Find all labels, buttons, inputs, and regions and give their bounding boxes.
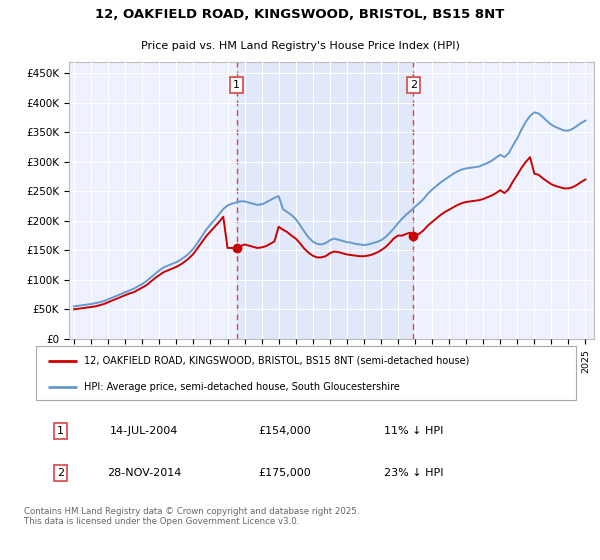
Text: Price paid vs. HM Land Registry's House Price Index (HPI): Price paid vs. HM Land Registry's House … bbox=[140, 41, 460, 51]
Text: £154,000: £154,000 bbox=[258, 426, 311, 436]
FancyBboxPatch shape bbox=[36, 346, 576, 400]
Text: 1: 1 bbox=[57, 426, 64, 436]
Text: Contains HM Land Registry data © Crown copyright and database right 2025.
This d: Contains HM Land Registry data © Crown c… bbox=[24, 507, 359, 526]
Text: 1: 1 bbox=[233, 80, 240, 90]
Text: 12, OAKFIELD ROAD, KINGSWOOD, BRISTOL, BS15 8NT: 12, OAKFIELD ROAD, KINGSWOOD, BRISTOL, B… bbox=[95, 8, 505, 21]
Text: 28-NOV-2014: 28-NOV-2014 bbox=[107, 468, 181, 478]
Text: £175,000: £175,000 bbox=[258, 468, 311, 478]
Text: 12, OAKFIELD ROAD, KINGSWOOD, BRISTOL, BS15 8NT (semi-detached house): 12, OAKFIELD ROAD, KINGSWOOD, BRISTOL, B… bbox=[83, 356, 469, 366]
Text: 14-JUL-2004: 14-JUL-2004 bbox=[110, 426, 178, 436]
Text: 2: 2 bbox=[57, 468, 64, 478]
Text: 2: 2 bbox=[410, 80, 417, 90]
Text: HPI: Average price, semi-detached house, South Gloucestershire: HPI: Average price, semi-detached house,… bbox=[83, 382, 400, 391]
Bar bbox=[236, 62, 413, 339]
Text: 11% ↓ HPI: 11% ↓ HPI bbox=[385, 426, 443, 436]
Text: 23% ↓ HPI: 23% ↓ HPI bbox=[384, 468, 444, 478]
